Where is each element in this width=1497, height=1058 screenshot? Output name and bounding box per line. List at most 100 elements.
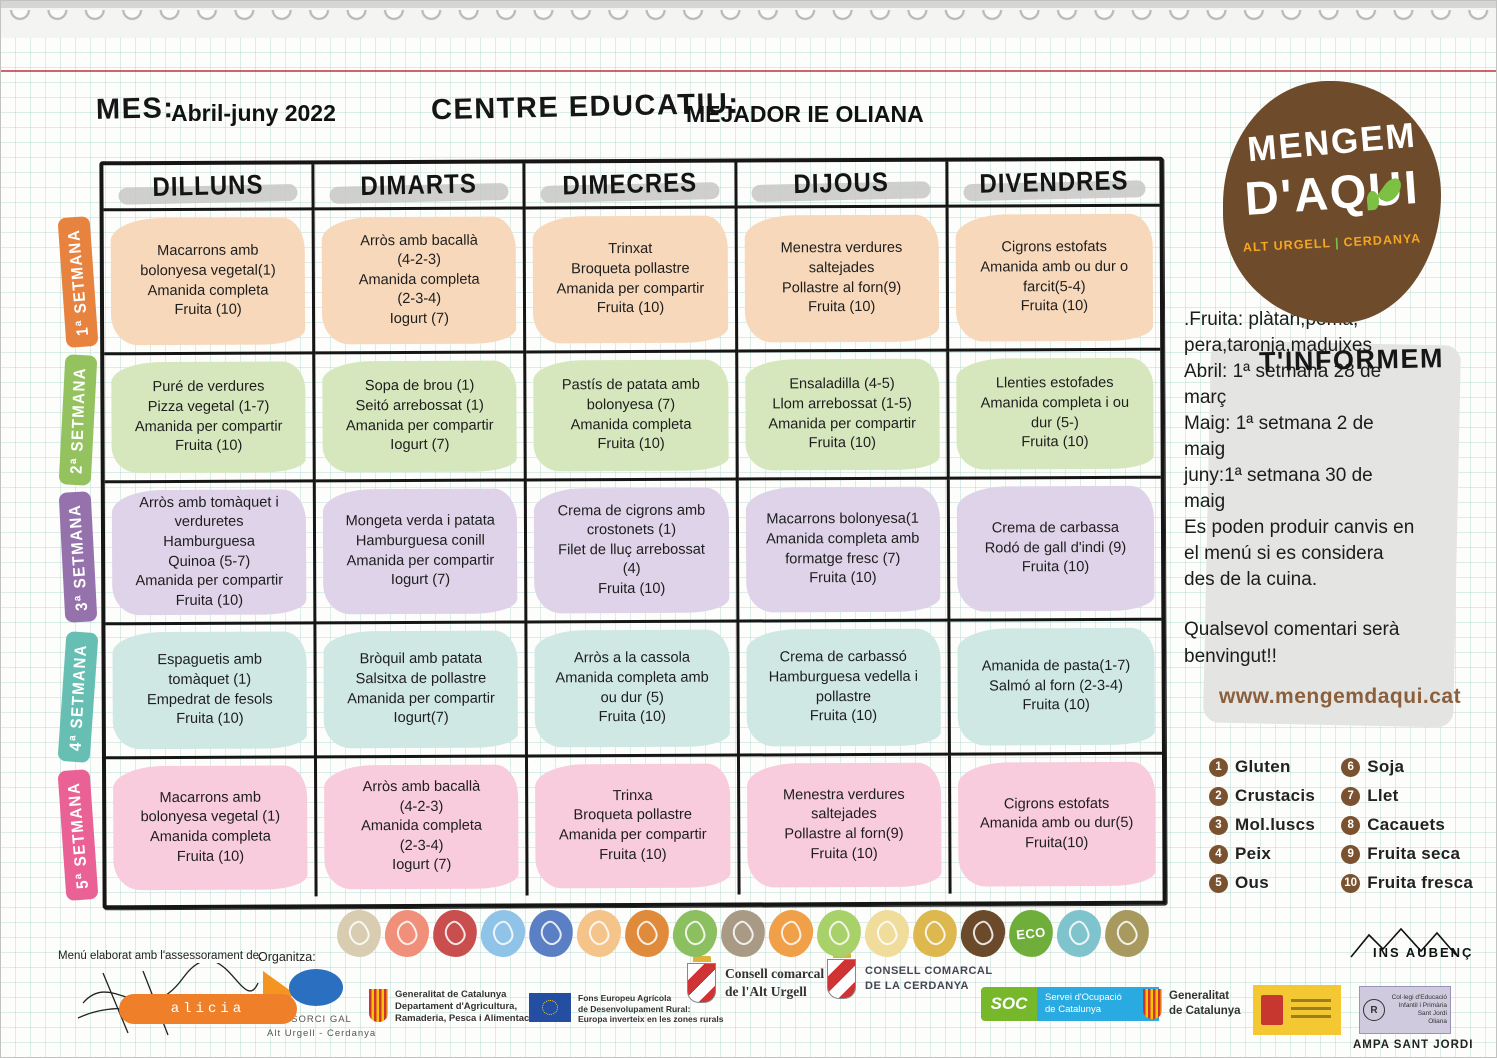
ins-aubenc-text: INS AUBENÇ: [1373, 945, 1474, 960]
senyera-icon: [369, 989, 388, 1022]
soc-logo: SOC Servei d'Ocupació de Catalunya: [981, 987, 1159, 1021]
vegetables-icon: [671, 908, 719, 959]
leafy-greens-icon: [959, 908, 1007, 959]
allergen-number: 6: [1341, 757, 1361, 777]
allergen-number: 5: [1209, 873, 1228, 893]
menu-cell-w2-dilluns: Puré de verdures Pizza vegetal (1-7) Ama…: [104, 354, 316, 484]
allergen-item: 1 Gluten: [1209, 757, 1315, 777]
allergen-number: 2: [1209, 786, 1228, 806]
menu-cell-w3-dimecres: Crema de cigrons amb crostonets (1) File…: [527, 480, 739, 624]
allergen-label: Mol.luscs: [1235, 815, 1316, 834]
allergen-item: 6 Soja: [1341, 757, 1473, 777]
week-label-2: 2ª SETMANA: [58, 354, 98, 486]
menu-cell-w2-dimarts: Sopa de brou (1) Seitó arrebossat (1) Am…: [315, 353, 528, 483]
notebook-torn-edge: [1, 1, 1496, 38]
week-label-4-text: 4ª SETMANA: [65, 642, 91, 752]
menu-cell-w4-dimecres: Arròs a la cassola Amanida completa amb …: [527, 622, 740, 758]
week-label-2-text: 2ª SETMANA: [66, 366, 90, 474]
allergen-item: 4 Peix: [1209, 844, 1315, 864]
centre-educatiu-value: MEJADOR IE OLIANA: [686, 101, 924, 127]
mengem-daqui-logo: MENGEM D'AQUI ALT URGELL | CERDANYA: [1223, 81, 1441, 323]
allergen-number: 4: [1209, 844, 1228, 864]
alicia-logo: alicia: [119, 994, 297, 1024]
info-comment: Qualsevol comentari serà benvingut!!: [1184, 619, 1400, 667]
menu-text: Arròs a la cassola Amanida completa amb …: [555, 650, 709, 726]
mes-value: Abril-juny 2022: [171, 100, 336, 126]
menu-cell-w5-dilluns: Macarrons amb bolonyesa vegetal (1) Aman…: [105, 758, 318, 898]
allergen-item: 7 Llet: [1341, 786, 1473, 806]
menu-cell-w4-dimarts: Bròquil amb patata Salsitxa de pollastre…: [316, 623, 529, 759]
eu-rural-fund-logo: Fons Europeu Agrícola de Desenvolupament…: [529, 993, 724, 1025]
allergen-number: 8: [1341, 815, 1361, 835]
day-header-dimecres: DIMECRES: [525, 162, 738, 210]
ampa-sant-jordi-text: AMPA SANT JORDI: [1353, 1039, 1474, 1051]
menu-text: Macarrons amb bolonyesa vegetal (1) Aman…: [140, 789, 281, 865]
soc-subtitle: Servei d'Ocupació de Catalunya: [1045, 992, 1122, 1015]
logo-sub-right: CERDANYA: [1343, 231, 1422, 250]
menu-text: Espaguetis amb tomàquet (1) Empedrat de …: [146, 652, 273, 728]
allergen-label: Cacauets: [1367, 815, 1446, 834]
olive-oil-icon: [1103, 908, 1151, 959]
menu-text: Mongeta verda i patata Hamburguesa conil…: [345, 513, 495, 589]
fish-icon: [479, 908, 527, 959]
menu-cell-w1-divendres: Cigrons estofats Amanida amb ou dur o fa…: [948, 206, 1161, 352]
allergen-number: 3: [1209, 815, 1228, 835]
menu-text: Crema de cigrons amb crostonets (1) File…: [557, 502, 706, 597]
ceip-sant-jordi-logo: R Col·legi d'Educació Infantil i Primàri…: [1359, 986, 1451, 1034]
menu-cell-w4-dijous: Crema de carbassó Hamburguesa vedella i …: [738, 621, 951, 757]
dairy-icon: [863, 908, 911, 959]
gencat-agricultura-logo: Generalitat de Catalunya Departament d'A…: [369, 989, 538, 1025]
menu-text: Cigrons estofats Amanida amb ou dur(5) F…: [979, 795, 1134, 852]
menu-text: Arròs amb tomàquet i verduretes Hamburgu…: [135, 494, 284, 609]
eco-icon: ECO: [1006, 907, 1056, 960]
menu-text: Puré de verdures Pizza vegetal (1-7) Ama…: [134, 379, 283, 455]
food-icon-strip: ECO: [336, 907, 1151, 960]
menu-text: Crema de carbassó Hamburguesa vedella i …: [768, 649, 918, 725]
ceip-emblem-icon: R: [1363, 999, 1385, 1021]
allergen-label: Peix: [1235, 844, 1272, 863]
soc-blue-box: Servei d'Ocupació de Catalunya: [1037, 987, 1159, 1021]
week-label-1-text: 1ª SETMANA: [64, 227, 92, 337]
menu-cell-w3-dilluns: Arròs amb tomàquet i verduretes Hamburgu…: [104, 482, 317, 626]
logo-subtitle: ALT URGELL | CERDANYA: [1223, 230, 1441, 255]
day-header-dilluns-text: DILLUNS: [151, 169, 264, 203]
pasta-icon: [576, 909, 622, 958]
menu-cell-w3-dijous: Macarrons bolonyesa(1 Amanida completa a…: [738, 479, 951, 623]
allergen-item: 5 Ous: [1209, 873, 1315, 893]
menu-text: Llenties estofades Amanida completa i ou…: [980, 375, 1130, 451]
allergen-label: Gluten: [1235, 757, 1291, 776]
menu-cell-w2-dijous: Ensaladilla (4-5) Llom arrebossat (1-5) …: [737, 351, 950, 481]
menu-text: Macarrons bolonyesa(1 Amanida completa a…: [766, 511, 920, 587]
menu-cell-w4-dilluns: Espaguetis amb tomàquet (1) Empedrat de …: [105, 624, 318, 760]
cereal-icon: [623, 908, 671, 959]
legumes-icon: [719, 908, 767, 959]
alt-urgell-shield-icon: [687, 963, 716, 1003]
website-link[interactable]: www.mengemdaqui.cat: [1219, 685, 1462, 708]
consell-alt-urgell-logo: Consell comarcal de l'Alt Urgell: [687, 963, 824, 1003]
allergen-label: Soja: [1367, 757, 1405, 776]
day-header-dimecres-text: DIMECRES: [562, 167, 698, 201]
ins-aubenc-mountains-icon: [1350, 927, 1457, 958]
weekly-menu-table: DILLUNS DIMARTS DIMECRES DIJOUS DIVENDRE…: [99, 156, 1167, 910]
logo-sub-left: ALT URGELL: [1242, 236, 1332, 255]
menu-text: Sopa de brou (1) Seitó arrebossat (1) Am…: [345, 378, 494, 454]
tinformem-title: T'INFORMEM: [1258, 343, 1445, 377]
day-header-divendres-text: DIVENDRES: [979, 165, 1129, 199]
day-header-dimarts: DIMARTS: [314, 163, 526, 211]
allergen-item: 9 Fruita seca: [1341, 844, 1473, 864]
menu-text: Crema de carbassa Rodó de gall d'indi (9…: [984, 520, 1127, 576]
chicken-leg-icon: [383, 908, 431, 959]
menu-cell-w1-dilluns: Macarrons amb bolonyesa vegetal(1) Amani…: [103, 210, 316, 356]
cheese-icon: [911, 908, 959, 959]
consell-alt-urgell-text: Consell comarcal de l'Alt Urgell: [725, 966, 825, 999]
mes-label: MES:: [95, 92, 175, 126]
assessorament-label: Menú elaborat amb l'assessorament de:: [58, 950, 263, 962]
menu-text: Amanida de pasta(1-7) Salmó al forn (2-3…: [981, 658, 1131, 714]
notebook-margin-line: [1, 70, 1496, 72]
menu-cell-w2-divendres: Llenties estofades Amanida completa i ou…: [949, 350, 1161, 480]
menu-text: Macarrons amb bolonyesa vegetal(1) Amani…: [140, 243, 276, 319]
week-label-5: 5ª SETMANA: [57, 769, 99, 901]
menu-text: Trinxat Broqueta pollastre Amanida per c…: [556, 241, 705, 317]
day-header-dijous-text: DIJOUS: [793, 166, 890, 200]
